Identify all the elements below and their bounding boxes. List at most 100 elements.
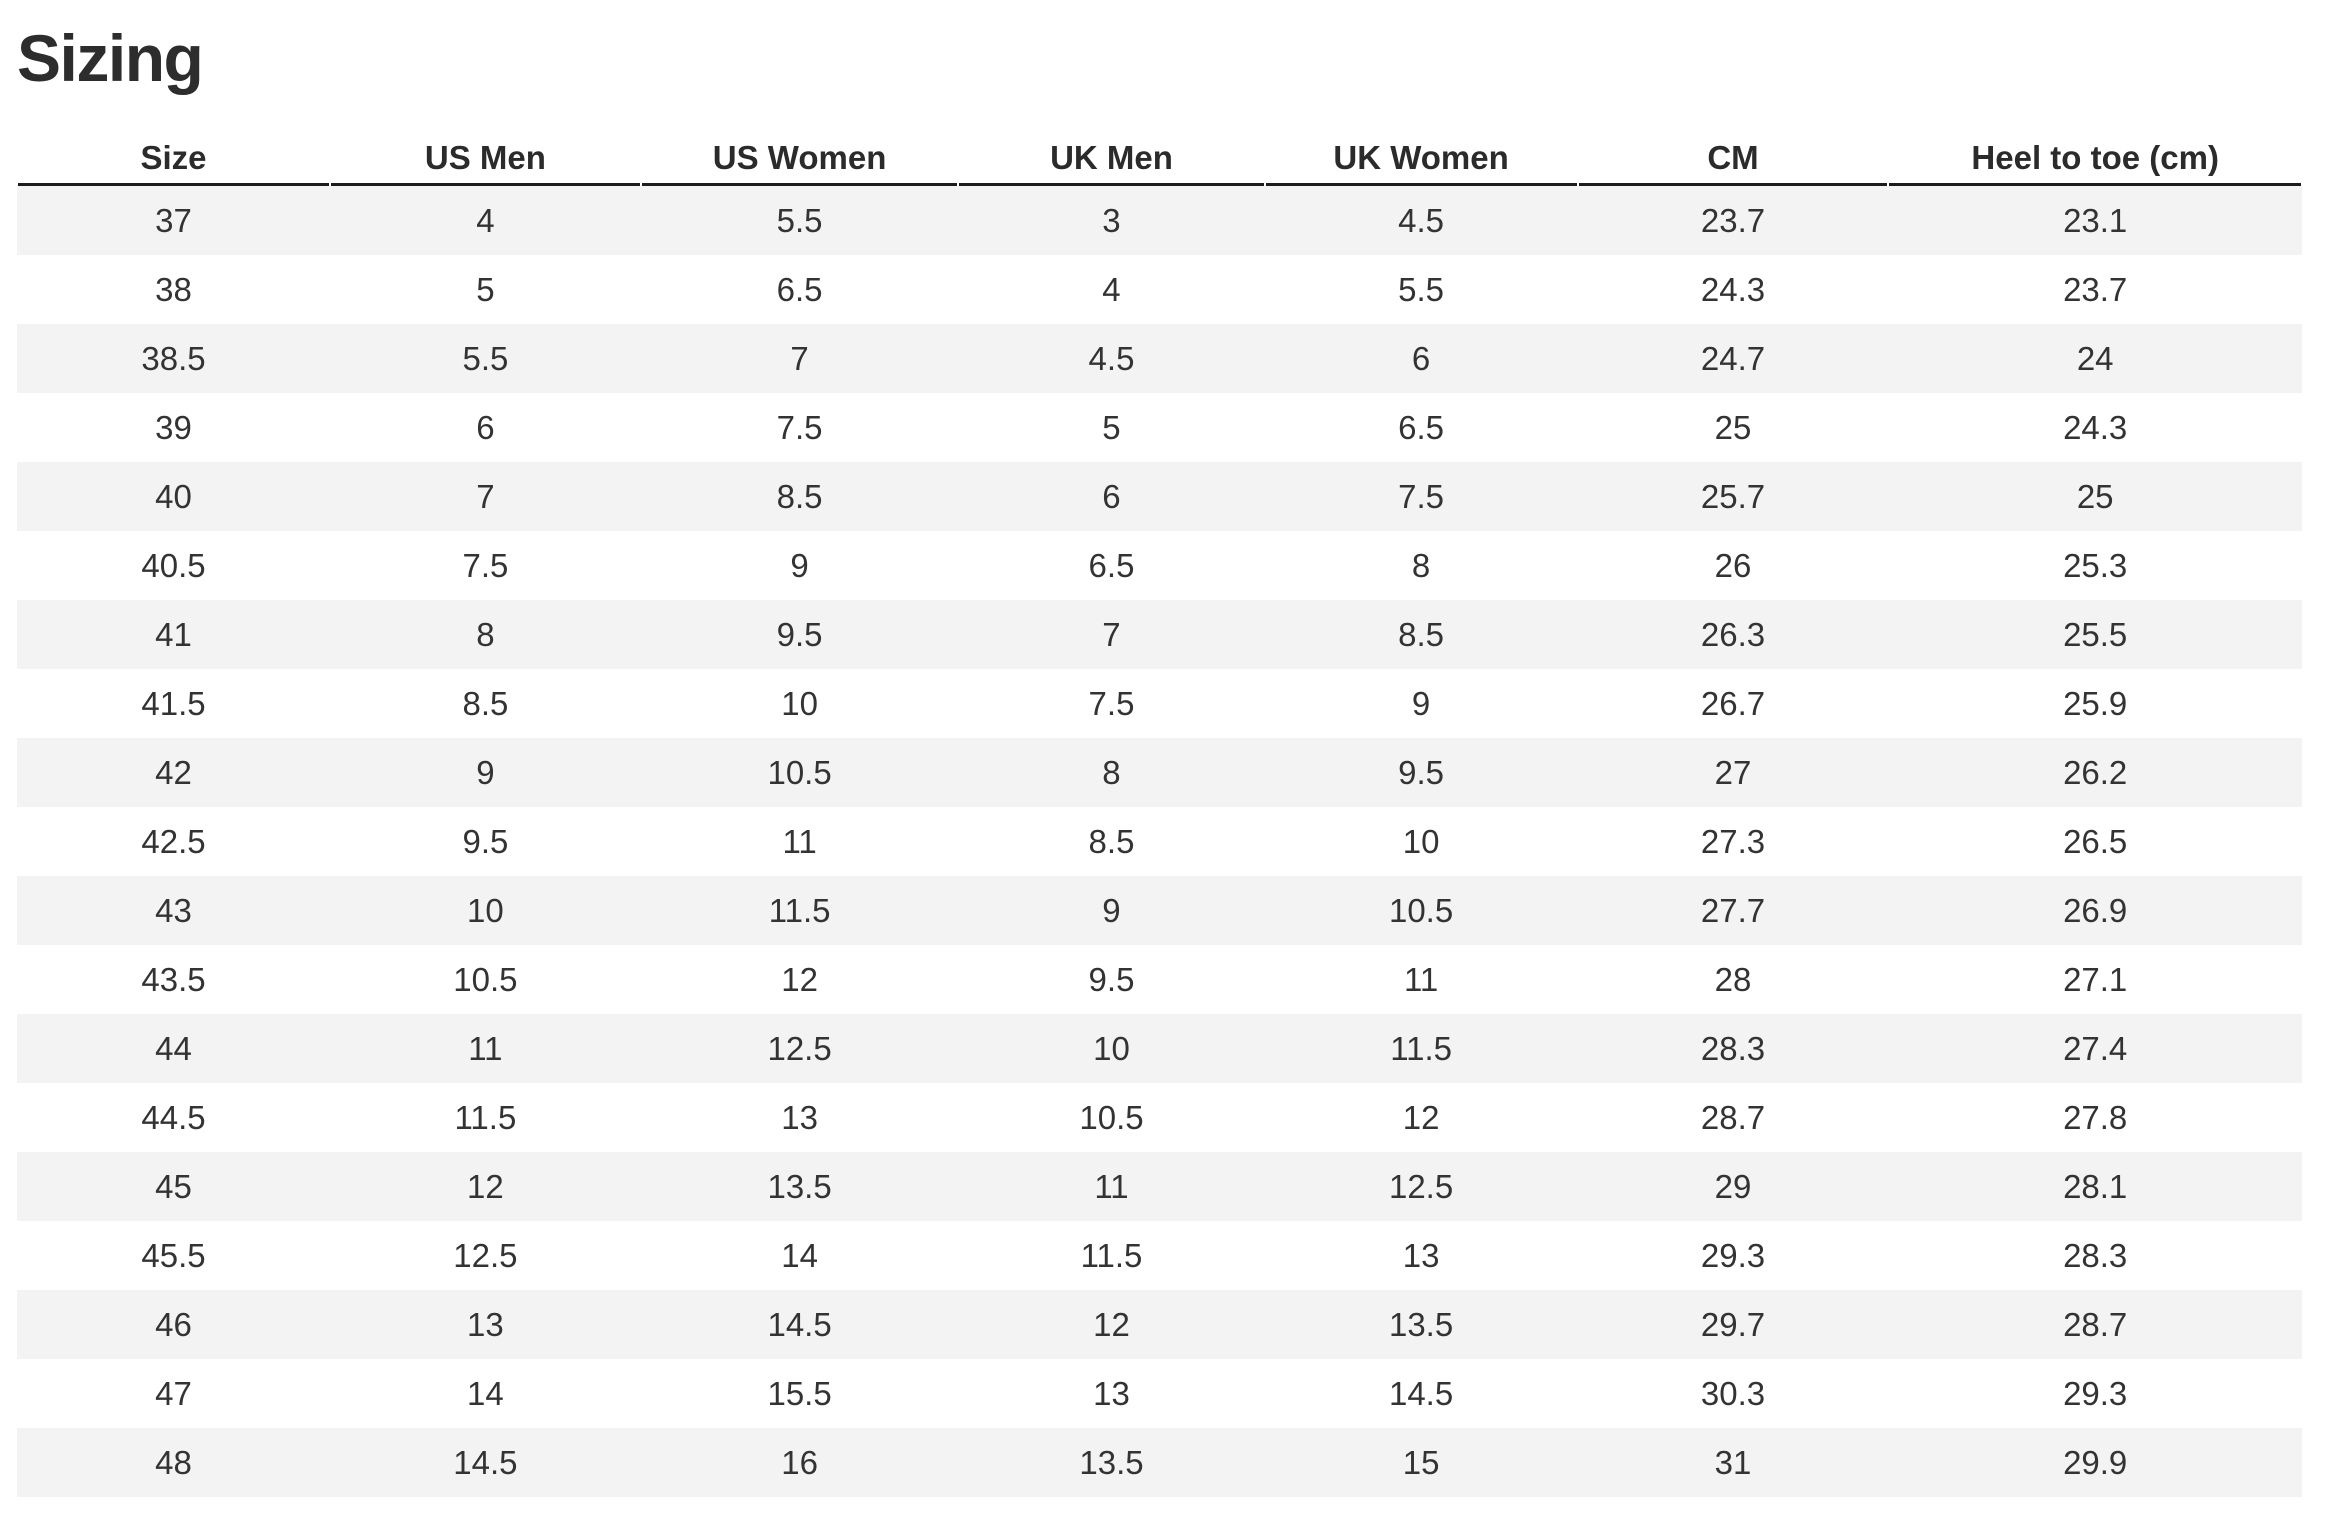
table-cell: 25.9	[2063, 684, 2128, 722]
table-cell: 6	[476, 408, 495, 446]
table-cell: 29.7	[1700, 1305, 1766, 1343]
table-cell: 25	[2076, 477, 2114, 515]
table-cell: 4	[476, 201, 495, 239]
table-row: 47 14 15.5 13 14.5 30.3 29.3	[17, 1359, 2302, 1428]
table-cell: 4.5	[1398, 201, 1445, 239]
table-cell: 13.5	[1388, 1305, 1454, 1343]
table-cell: 27	[1714, 753, 1752, 791]
table-cell: 9	[1102, 891, 1121, 929]
table-cell: 14	[467, 1374, 504, 1412]
table-row: 45 12 13.5 11 12.5 29 28.1	[17, 1152, 2302, 1222]
table-cell: 9	[476, 753, 495, 791]
table-cell: 24.3	[1700, 270, 1766, 308]
table-cell: 28.1	[2063, 1167, 2128, 1205]
table-cell: 27.8	[2063, 1098, 2128, 1136]
table-cell: 9.5	[1398, 753, 1445, 791]
table-row: 40 7 8.5 6 7.5 25.7 25	[17, 462, 2302, 532]
table-cell: 23.7	[1700, 201, 1766, 239]
header-cell-cm: CM	[1578, 129, 1889, 187]
header-cell-heel-to-toe: Heel to toe (cm)	[1888, 129, 2302, 187]
table-cell: 11	[782, 822, 817, 860]
table-cell: 14	[781, 1236, 818, 1274]
header-cell-uk-men: UK Men	[958, 129, 1264, 187]
table-cell: 6	[1411, 339, 1431, 377]
table-cell: 13.5	[1079, 1443, 1144, 1481]
table-cell: 30.3	[1700, 1374, 1766, 1412]
table-cell: 26.3	[1700, 615, 1766, 653]
table-cell: 25.5	[2063, 615, 2128, 653]
table-cell: 11.5	[454, 1098, 517, 1136]
table-cell: 45.5	[141, 1236, 206, 1274]
table-cell: 45	[155, 1167, 192, 1205]
table-cell: 14.5	[767, 1305, 832, 1343]
table-cell: 6.5	[1398, 408, 1445, 446]
table-cell: 6.5	[1088, 546, 1135, 584]
table-cell: 24.3	[2063, 408, 2128, 446]
table-body: 37 4 5.5 3 4.5 23.7 23.1 38 5 6.5 4 5.5 24.3 23.7 38.5…	[17, 186, 2302, 1498]
table-cell: 29.3	[1700, 1236, 1766, 1274]
table-cell: 9	[790, 546, 809, 584]
table-cell: 23.7	[2063, 270, 2128, 308]
table-cell: 47	[155, 1374, 192, 1412]
table-cell: 41.5	[141, 684, 206, 722]
table-cell: 28.3	[1700, 1029, 1766, 1067]
table-row: 48 14.5 16 13.5 15 31 29.9	[17, 1428, 2302, 1498]
table-cell: 10	[781, 684, 818, 722]
table-cell: 26.2	[2063, 753, 2128, 791]
table-cell: 14.5	[453, 1443, 518, 1481]
table-cell: 8.5	[462, 684, 509, 722]
table-cell: 12.5	[453, 1236, 518, 1274]
sizing-table: Size US Men US Women UK Men UK Women CM …	[17, 129, 2302, 1498]
table-cell: 39	[155, 408, 192, 446]
table-cell: 8.5	[1088, 822, 1135, 860]
table-cell: 31	[1714, 1443, 1752, 1481]
table-cell: 9.5	[462, 822, 509, 860]
table-cell: 10.5	[1388, 891, 1454, 929]
table-cell: 12.5	[767, 1029, 832, 1067]
table-cell: 48	[155, 1443, 192, 1481]
table-cell: 7.5	[1398, 477, 1445, 515]
table-cell: 41	[155, 615, 192, 653]
table-cell: 44	[155, 1029, 192, 1067]
table-cell: 24.7	[1700, 339, 1766, 377]
table-cell: 16	[781, 1443, 818, 1481]
table-row: 42 9 10.5 8 9.5 27 26.2	[17, 738, 2302, 808]
table-row: 44 11 12.5 10 11.5 28.3 27.4	[17, 1014, 2302, 1084]
table-cell: 40	[155, 477, 192, 515]
table-cell: 13	[781, 1098, 818, 1136]
table-row: 38 5 6.5 4 5.5 24.3 23.7	[17, 255, 2302, 324]
table-cell: 4.5	[1088, 339, 1135, 377]
table-cell: 25	[1714, 408, 1752, 446]
table-cell: 9	[1411, 684, 1431, 722]
table-row: 43 10 11.5 9 10.5 27.7 26.9	[17, 876, 2302, 946]
table-cell: 7.5	[776, 408, 823, 446]
table-cell: 7.5	[1088, 684, 1135, 722]
table-cell: 10	[467, 891, 504, 929]
table-cell: 12	[1093, 1305, 1130, 1343]
table-row: 42.5 9.5 11 8.5 10 27.3 26.5	[17, 807, 2302, 876]
table-cell: 28	[1714, 960, 1752, 998]
table-row: 41 8 9.5 7 8.5 26.3 25.5	[17, 600, 2302, 670]
table-cell: 15.5	[767, 1374, 832, 1412]
table-row: 39 6 7.5 5 6.5 25 24.3	[17, 393, 2302, 462]
table-cell: 7.5	[462, 546, 509, 584]
table-cell: 4	[1102, 270, 1121, 308]
table-cell: 14.5	[1388, 1374, 1454, 1412]
header-cell-us-women: US Women	[641, 129, 959, 187]
table-cell: 38.5	[141, 339, 206, 377]
table-cell: 5	[476, 270, 495, 308]
table-cell: 42	[155, 753, 192, 791]
table-cell: 12	[781, 960, 818, 998]
table-cell: 26	[1714, 546, 1752, 584]
table-cell: 37	[155, 201, 192, 239]
table-row: 43.5 10.5 12 9.5 11 28 27.1	[17, 945, 2302, 1014]
table-cell: 10.5	[767, 753, 832, 791]
table-row: 38.5 5.5 7 4.5 6 24.7 24	[17, 324, 2302, 394]
table-cell: 8	[1102, 753, 1121, 791]
table-cell: 10	[1093, 1029, 1130, 1067]
table-cell: 27.7	[1700, 891, 1766, 929]
table-cell: 7	[1102, 615, 1121, 653]
header-row: Size US Men US Women UK Men UK Women CM …	[17, 129, 2302, 187]
table-row: 37 4 5.5 3 4.5 23.7 23.1	[17, 186, 2302, 256]
table-cell: 11	[468, 1029, 503, 1067]
